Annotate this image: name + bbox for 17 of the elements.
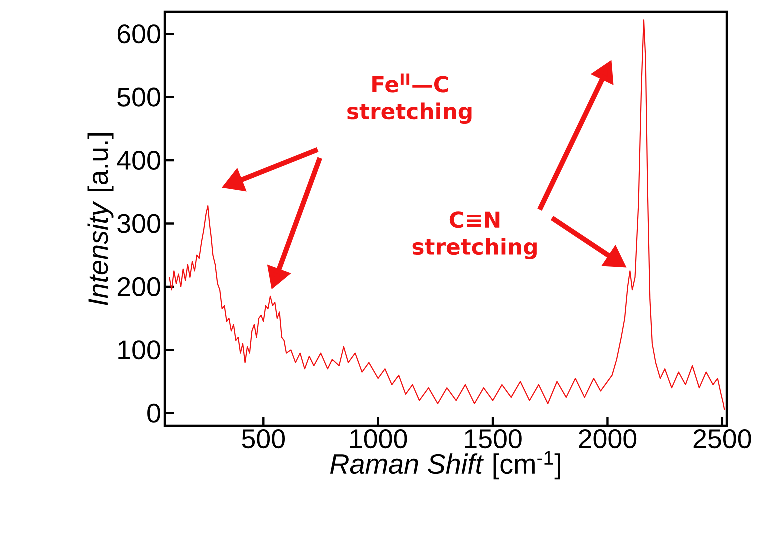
x-axis-title: Raman Shift [cm$^{-1}$] [330,451,560,480]
annotation: Fe$^{II}$—C stretching [348,74,472,124]
y-tick-label: 600 [118,24,160,44]
line-series [169,20,726,411]
y-axis-title: Intensity [a.u.] [88,133,114,306]
x-tick-label: 1500 [465,430,522,449]
y-tick-label: 0 [148,404,160,423]
y-tick-label: 300 [118,214,160,234]
x-tick-label: 500 [242,430,286,449]
y-tick-label: 200 [118,277,160,296]
x-tick-label: 2000 [579,430,637,449]
y-tick-label: 400 [117,151,160,170]
x-tick-label: 1000 [350,430,408,449]
y-tick-label: 100 [118,340,160,360]
y-tick-label: 500 [118,88,160,107]
x-tick-label: 2500 [694,430,752,449]
annotation: C≡N stretching [412,212,537,260]
